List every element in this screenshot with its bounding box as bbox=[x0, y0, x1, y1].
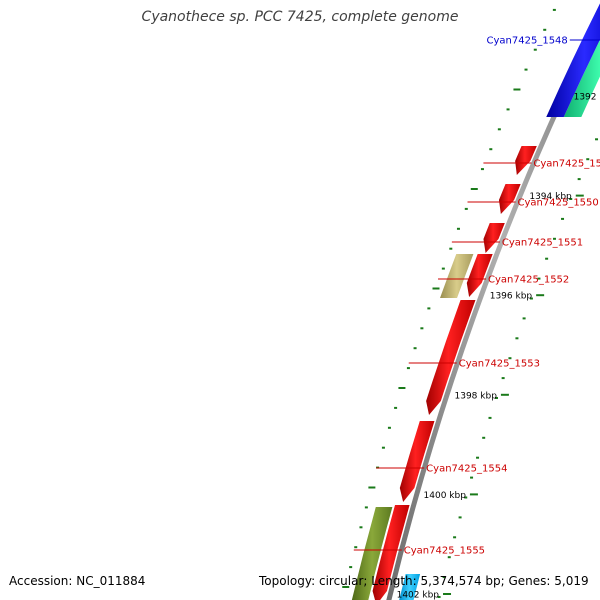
forward-cds-arrow[interactable] bbox=[372, 505, 410, 600]
gene-track bbox=[372, 0, 600, 600]
tick-label: 1396 kbp bbox=[490, 292, 533, 302]
tick-label: 1402 kbp bbox=[397, 591, 440, 600]
inner-minor-ticks bbox=[437, 138, 599, 598]
genome-summary: Topology: circular; Length: 5,374,574 bp… bbox=[259, 574, 589, 588]
forward-cds-arrow[interactable] bbox=[498, 184, 521, 214]
tick-label: 1392 kbp bbox=[574, 93, 600, 103]
gene-label[interactable]: Cyan7425_1553 bbox=[459, 359, 540, 370]
forward-cds-arrow[interactable] bbox=[515, 146, 537, 175]
map-title: Cyanothece sp. PCC 7425, complete genome bbox=[141, 9, 459, 25]
accession-label: Accession: NC_011884 bbox=[9, 574, 146, 588]
tick-label: 1400 kbp bbox=[424, 491, 467, 501]
feature-track bbox=[351, 39, 600, 600]
gene-label[interactable]: Cyan7425_1549 bbox=[533, 159, 600, 170]
misc-feature-band bbox=[440, 254, 474, 298]
major-ticks: 1392 kbp 1394 kbp 1396 kbp 1398 kbp 1400 kbp… bbox=[397, 93, 600, 600]
forward-cds-arrow[interactable] bbox=[483, 223, 505, 253]
gene-label[interactable]: Cyan7425_1554 bbox=[426, 464, 507, 475]
forward-cds-arrow[interactable] bbox=[466, 254, 493, 297]
gc-skew-band bbox=[563, 39, 600, 117]
reverse-cds-arrow[interactable] bbox=[546, 0, 600, 117]
gene-label[interactable]: Cyan7425_1548 bbox=[487, 36, 568, 47]
gene-label[interactable]: Cyan7425_1550 bbox=[518, 198, 599, 209]
gene-label[interactable]: Cyan7425_1552 bbox=[488, 275, 569, 286]
forward-cds-arrow[interactable] bbox=[399, 421, 435, 502]
outer-minor-ticks bbox=[342, 8, 556, 588]
feature-band bbox=[399, 574, 421, 600]
gene-label[interactable]: Cyan7425_1555 bbox=[404, 546, 485, 557]
tick-label: 1398 kbp bbox=[455, 391, 498, 401]
forward-cds-arrow[interactable] bbox=[426, 300, 476, 415]
gene-label[interactable]: Cyan7425_1551 bbox=[502, 238, 583, 249]
gene-labels: Cyan7425_1548 Cyan7425_1549 Cyan7425_1550 C… bbox=[353, 36, 600, 557]
tick-label: 1394 kbp bbox=[529, 192, 572, 202]
rna-feature-band bbox=[351, 507, 393, 600]
